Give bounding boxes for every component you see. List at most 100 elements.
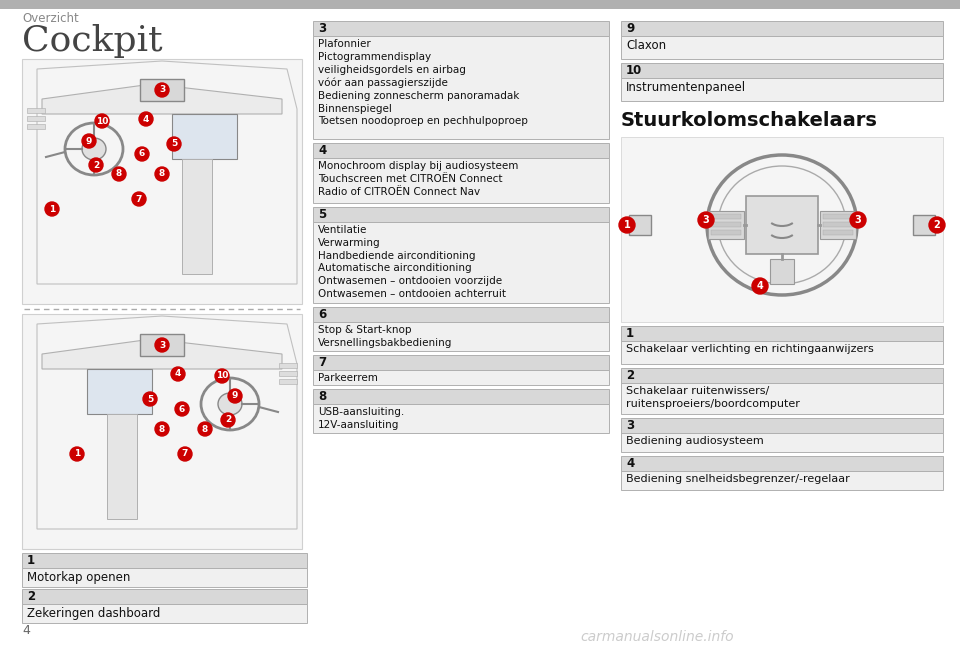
Polygon shape <box>42 84 282 114</box>
FancyBboxPatch shape <box>621 36 943 59</box>
FancyBboxPatch shape <box>621 383 943 414</box>
FancyBboxPatch shape <box>621 137 943 322</box>
FancyBboxPatch shape <box>621 63 943 78</box>
Text: 10: 10 <box>626 64 642 77</box>
Text: 6: 6 <box>139 149 145 158</box>
FancyBboxPatch shape <box>22 604 307 623</box>
Text: 5: 5 <box>318 208 326 221</box>
FancyBboxPatch shape <box>629 215 651 235</box>
Text: 3: 3 <box>626 419 635 432</box>
Circle shape <box>171 367 185 381</box>
Text: 7: 7 <box>181 450 188 458</box>
Circle shape <box>228 389 242 403</box>
Text: 1: 1 <box>27 554 36 567</box>
Circle shape <box>929 217 945 233</box>
Circle shape <box>619 217 635 233</box>
Text: 9: 9 <box>231 391 238 400</box>
FancyBboxPatch shape <box>22 59 302 304</box>
Circle shape <box>89 158 103 172</box>
FancyBboxPatch shape <box>22 589 307 604</box>
FancyBboxPatch shape <box>279 363 297 368</box>
Text: 9: 9 <box>85 136 92 145</box>
Circle shape <box>167 137 181 151</box>
FancyBboxPatch shape <box>711 214 741 219</box>
Circle shape <box>155 83 169 97</box>
FancyBboxPatch shape <box>279 371 297 376</box>
Circle shape <box>850 212 866 228</box>
Text: 5: 5 <box>171 140 178 149</box>
Circle shape <box>95 114 109 128</box>
Text: Claxon: Claxon <box>626 39 666 52</box>
FancyBboxPatch shape <box>313 370 609 385</box>
FancyBboxPatch shape <box>279 379 297 384</box>
Text: 8: 8 <box>116 169 122 178</box>
Text: Instrumentenpaneel: Instrumentenpaneel <box>626 81 746 94</box>
Text: 4: 4 <box>756 281 763 291</box>
Text: 5: 5 <box>147 395 154 404</box>
Circle shape <box>178 447 192 461</box>
Text: 3: 3 <box>318 22 326 35</box>
FancyBboxPatch shape <box>182 159 212 274</box>
FancyBboxPatch shape <box>313 404 609 433</box>
FancyBboxPatch shape <box>913 215 935 235</box>
FancyBboxPatch shape <box>313 36 609 139</box>
Ellipse shape <box>218 393 242 415</box>
FancyBboxPatch shape <box>313 389 609 404</box>
Text: 7: 7 <box>318 356 326 369</box>
FancyBboxPatch shape <box>621 456 943 471</box>
Text: Monochroom display bij audiosysteem
Touchscreen met CITROËN Connect
Radio of CIT: Monochroom display bij audiosysteem Touc… <box>318 161 518 197</box>
Circle shape <box>143 392 157 406</box>
Text: Stuurkolomschakelaars: Stuurkolomschakelaars <box>621 111 877 130</box>
FancyBboxPatch shape <box>313 222 609 303</box>
Text: Bediening audiosysteem: Bediening audiosysteem <box>626 436 764 446</box>
Text: USB-aansluiting.
12V-aansluiting: USB-aansluiting. 12V-aansluiting <box>318 407 404 430</box>
Text: 1: 1 <box>49 204 55 214</box>
FancyBboxPatch shape <box>27 108 45 113</box>
Circle shape <box>215 369 229 383</box>
FancyBboxPatch shape <box>140 334 184 356</box>
Circle shape <box>221 413 235 427</box>
Text: 2: 2 <box>27 590 36 603</box>
Text: Stop & Start-knop
Versnellingsbakbediening: Stop & Start-knop Versnellingsbakbedieni… <box>318 325 452 348</box>
FancyBboxPatch shape <box>621 21 943 36</box>
FancyBboxPatch shape <box>708 211 744 239</box>
FancyBboxPatch shape <box>172 114 237 159</box>
FancyBboxPatch shape <box>22 553 307 568</box>
Text: Ventilatie
Verwarming
Handbediende airconditioning
Automatische airconditioning
: Ventilatie Verwarming Handbediende airco… <box>318 225 506 299</box>
Text: 4: 4 <box>626 457 635 470</box>
Text: 10: 10 <box>216 371 228 380</box>
Circle shape <box>698 212 714 228</box>
Text: 2: 2 <box>93 160 99 169</box>
FancyBboxPatch shape <box>313 307 609 322</box>
FancyBboxPatch shape <box>0 0 960 9</box>
Text: 2: 2 <box>225 415 231 424</box>
Text: 2: 2 <box>626 369 635 382</box>
Circle shape <box>752 278 768 294</box>
FancyBboxPatch shape <box>87 369 152 414</box>
Circle shape <box>132 192 146 206</box>
FancyBboxPatch shape <box>27 116 45 121</box>
Circle shape <box>155 422 169 436</box>
Text: 8: 8 <box>158 169 165 178</box>
Text: 8: 8 <box>158 424 165 434</box>
Text: Parkeerrem: Parkeerrem <box>318 373 378 383</box>
Text: 1: 1 <box>624 220 631 230</box>
FancyBboxPatch shape <box>22 568 307 587</box>
Ellipse shape <box>82 138 106 160</box>
Text: Zekeringen dashboard: Zekeringen dashboard <box>27 607 160 620</box>
Text: 10: 10 <box>96 117 108 125</box>
FancyBboxPatch shape <box>621 368 943 383</box>
Text: 2: 2 <box>934 220 941 230</box>
FancyBboxPatch shape <box>823 230 853 235</box>
Text: 4: 4 <box>22 624 30 637</box>
Text: 4: 4 <box>175 369 181 378</box>
FancyBboxPatch shape <box>313 207 609 222</box>
FancyBboxPatch shape <box>140 79 184 101</box>
Circle shape <box>82 134 96 148</box>
FancyBboxPatch shape <box>313 355 609 370</box>
Text: Schakelaar ruitenwissers/
ruitensproeiers/boordcomputer: Schakelaar ruitenwissers/ ruitensproeier… <box>626 386 800 409</box>
Circle shape <box>70 447 84 461</box>
Text: 8: 8 <box>202 424 208 434</box>
FancyBboxPatch shape <box>107 414 137 519</box>
FancyBboxPatch shape <box>621 78 943 101</box>
